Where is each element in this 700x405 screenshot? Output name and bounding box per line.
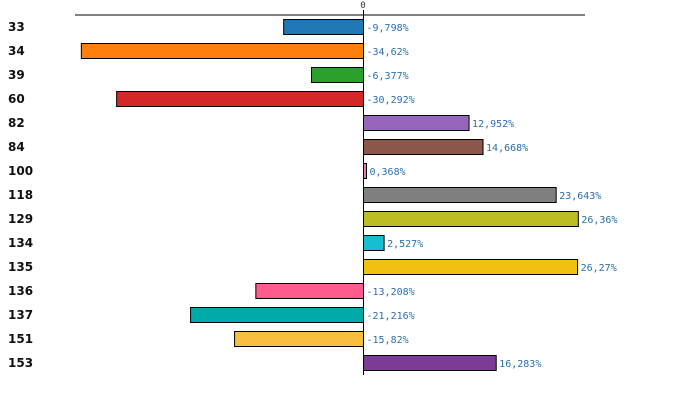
bars: 33 -9,798% 34 -34,62% 39 -6,377% 60 -30,292% 82 1… xyxy=(8,19,617,371)
value-label-39: -6,377% xyxy=(367,71,409,82)
value-label-134: 2,527% xyxy=(387,239,423,250)
value-label-100: 0,368% xyxy=(370,167,406,178)
category-label-34: 34 xyxy=(8,44,25,58)
value-label-82: 12,952% xyxy=(472,119,514,130)
value-label-137: -21,216% xyxy=(367,311,415,322)
category-label-137: 137 xyxy=(8,308,33,322)
value-label-153: 16,283% xyxy=(499,359,541,370)
zero-tick-label: 0 xyxy=(360,1,365,11)
bar-129 xyxy=(363,211,579,227)
bar-153 xyxy=(363,355,497,371)
category-label-118: 118 xyxy=(8,188,33,202)
value-label-84: 14,668% xyxy=(486,143,528,154)
value-label-136: -13,208% xyxy=(367,287,415,298)
category-label-39: 39 xyxy=(8,68,25,82)
value-label-60: -30,292% xyxy=(367,95,415,106)
value-label-151: -15,82% xyxy=(367,335,409,346)
bar-100 xyxy=(363,163,367,179)
category-label-129: 129 xyxy=(8,212,33,226)
category-label-33: 33 xyxy=(8,20,25,34)
bar-84 xyxy=(363,139,484,155)
value-label-34: -34,62% xyxy=(367,47,409,58)
bar-118 xyxy=(363,187,557,203)
bar-39 xyxy=(311,67,364,83)
value-label-135: 26,27% xyxy=(581,263,617,274)
bar-82 xyxy=(363,115,470,131)
category-label-84: 84 xyxy=(8,140,25,154)
value-label-118: 23,643% xyxy=(559,191,601,202)
category-label-136: 136 xyxy=(8,284,33,298)
bar-34 xyxy=(80,43,364,59)
category-label-153: 153 xyxy=(8,356,33,370)
category-label-60: 60 xyxy=(8,92,25,106)
bar-33 xyxy=(283,19,364,35)
bar-135 xyxy=(363,259,579,275)
bar-137 xyxy=(190,307,364,323)
value-label-129: 26,36% xyxy=(581,215,617,226)
category-label-151: 151 xyxy=(8,332,33,346)
category-label-100: 100 xyxy=(8,164,33,178)
bar-151 xyxy=(234,331,364,347)
value-label-33: -9,798% xyxy=(367,23,409,34)
bar-134 xyxy=(363,235,385,251)
bar-136 xyxy=(255,283,365,299)
bar-60 xyxy=(116,91,365,107)
category-label-82: 82 xyxy=(8,116,25,130)
category-label-135: 135 xyxy=(8,260,33,274)
category-label-134: 134 xyxy=(8,236,33,250)
